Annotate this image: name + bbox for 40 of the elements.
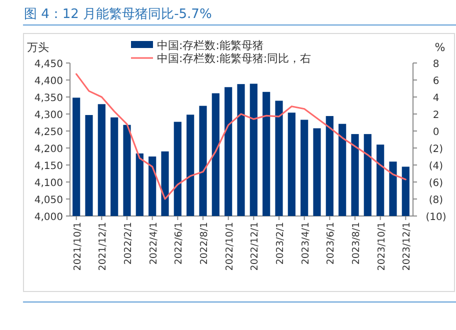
y2-tick-label: 8 xyxy=(432,59,440,70)
x-tick-label: 2021/10/1 xyxy=(72,222,84,271)
legend-label: 中国:存栏数:能繁母猪:同比，右 xyxy=(157,52,312,65)
y-tick-label: 4,450 xyxy=(34,59,63,70)
y-tick-label: 4,050 xyxy=(34,195,63,206)
y-tick-label: 4,300 xyxy=(34,110,63,121)
x-tick-label: 2022/10/1 xyxy=(224,222,236,271)
x-tick-label: 2023/10/1 xyxy=(376,222,388,271)
y2-tick-label: (8) xyxy=(428,195,444,206)
x-tick-label: 2021/12/1 xyxy=(98,222,109,271)
y2-tick-label: (4) xyxy=(428,161,444,172)
y2-tick-label: 6 xyxy=(432,76,440,87)
y2-tick-label: 0 xyxy=(432,127,440,138)
line-series xyxy=(76,73,406,200)
y-tick-label: 4,350 xyxy=(34,93,63,104)
y-axis-title: 万头 xyxy=(27,41,49,54)
y2-tick-label: (2) xyxy=(428,144,444,155)
y2-tick-label: (6) xyxy=(428,178,444,189)
x-tick-label: 2023/6/1 xyxy=(326,222,337,265)
y2-tick-label: 2 xyxy=(432,110,440,121)
y-tick-label: 4,250 xyxy=(34,127,63,138)
y-tick-label: 4,000 xyxy=(34,212,63,223)
y-tick-label: 4,150 xyxy=(34,161,63,172)
x-tick-label: 2022/2/1 xyxy=(123,222,134,265)
chart-title: 图 4：12 月能繁母猪同比-5.7% xyxy=(24,7,212,22)
y-tick-label: 4,100 xyxy=(34,178,63,189)
x-tick-label: 2023/2/1 xyxy=(275,222,286,265)
y2-tick-label: (10) xyxy=(426,212,446,223)
x-tick-label: 2022/4/1 xyxy=(148,222,160,265)
y-tick-label: 4,200 xyxy=(34,144,63,155)
y2-axis-title: % xyxy=(434,41,446,54)
x-tick-label: 2023/12/1 xyxy=(402,222,413,271)
x-tick-label: 2022/6/1 xyxy=(174,222,185,265)
x-tick-label: 2023/8/1 xyxy=(351,222,362,265)
y-tick-label: 4,400 xyxy=(34,76,63,87)
y2-tick-label: 4 xyxy=(432,93,440,104)
x-tick-label: 2023/4/1 xyxy=(300,222,312,265)
x-tick-label: 2022/8/1 xyxy=(199,222,210,265)
legend-label: 中国:存栏数:能繁母猪 xyxy=(157,39,264,52)
x-tick-label: 2022/12/1 xyxy=(250,222,261,271)
